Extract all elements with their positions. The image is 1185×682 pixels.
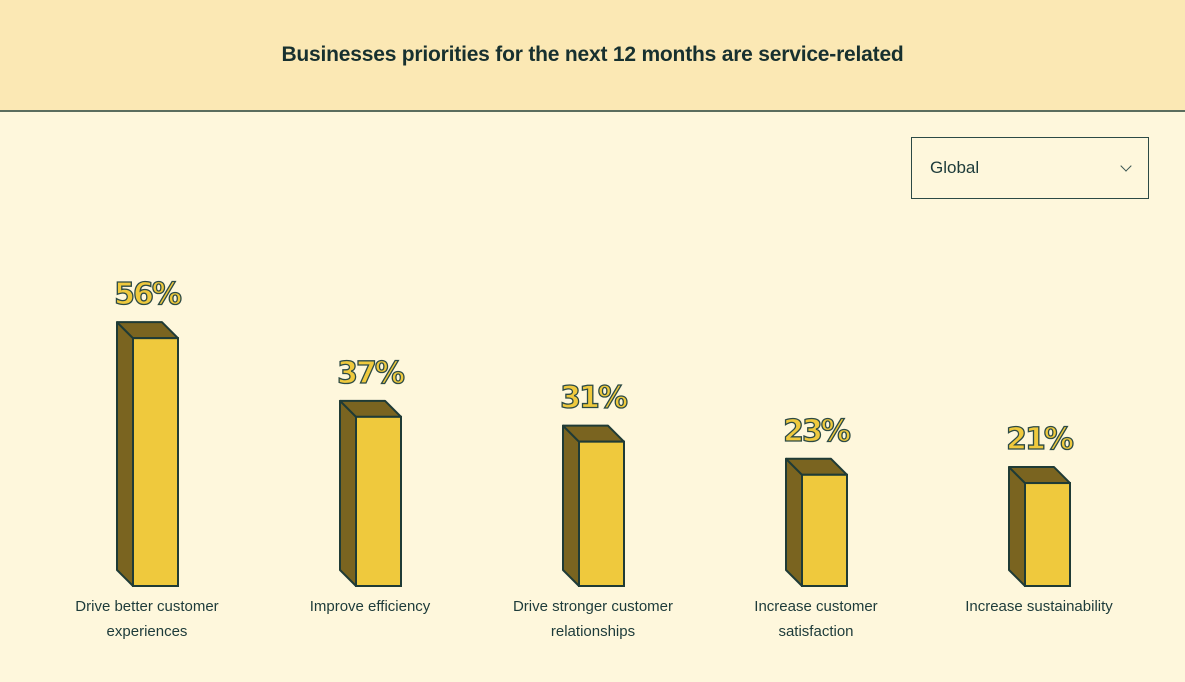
category-label: Drive stronger customer [513, 598, 673, 615]
page-title: Businesses priorities for the next 12 mo… [281, 43, 904, 66]
bar-front [1024, 482, 1071, 587]
bar [339, 399, 402, 587]
bar [562, 424, 625, 587]
region-select[interactable]: Global [911, 137, 1149, 199]
bar-front [355, 415, 402, 587]
category-label: Increase customer [754, 598, 877, 615]
category-label: experiences [107, 623, 188, 640]
category-label: satisfaction [778, 623, 853, 640]
category-label: Increase sustainability [965, 598, 1113, 615]
category-label: Drive better customer [75, 598, 218, 615]
data-label: 21% [1006, 422, 1074, 457]
bar-side [785, 457, 803, 587]
bar-front [801, 473, 848, 587]
data-label: 31% [560, 381, 628, 416]
header: Businesses priorities for the next 12 mo… [0, 0, 1185, 112]
region-select-value: Global [930, 158, 980, 177]
bar-front [132, 337, 179, 587]
bar [785, 457, 848, 587]
data-label: 37% [337, 356, 405, 391]
bar [1008, 466, 1071, 587]
bar-side [1008, 466, 1026, 587]
data-label: 56% [114, 277, 182, 312]
data-label: 23% [783, 414, 851, 449]
category-label: Improve efficiency [310, 598, 431, 615]
bar-side [339, 399, 357, 587]
bar [116, 321, 179, 587]
category-label: relationships [551, 623, 635, 640]
bar-front [578, 440, 625, 587]
bar-side [562, 424, 580, 587]
bar-side [116, 321, 134, 587]
